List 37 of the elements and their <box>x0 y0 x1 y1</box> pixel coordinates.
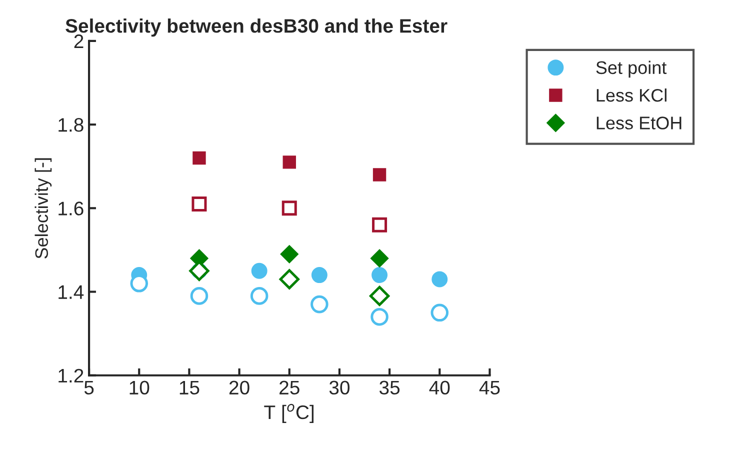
legend-label: Set point <box>596 60 667 78</box>
point <box>370 249 389 268</box>
point <box>282 200 297 216</box>
point <box>432 271 448 288</box>
point <box>192 196 207 212</box>
x-axis-title: T [$^{o}$C] <box>264 404 314 424</box>
point <box>310 295 328 314</box>
point <box>279 269 300 290</box>
point <box>192 151 206 165</box>
point <box>372 267 388 284</box>
point <box>190 287 208 305</box>
legend-label: Less KCl <box>596 88 666 102</box>
x-tick-label: 45 <box>479 380 500 395</box>
x-tick-label: 5 <box>84 380 94 395</box>
point <box>251 262 268 279</box>
point <box>372 217 388 232</box>
point <box>372 168 386 182</box>
point <box>430 304 449 322</box>
y-tick-label: 1.4 <box>58 285 84 299</box>
x-tick-label: 20 <box>229 380 250 395</box>
x-tick-label: 40 <box>429 380 450 395</box>
y-tick-label: 1.8 <box>58 118 84 132</box>
x-tick-label: 15 <box>180 380 200 395</box>
x-tick-label: 30 <box>329 380 350 395</box>
x-tick-label: 10 <box>130 380 150 395</box>
point <box>369 286 390 306</box>
x-tick-label: 35 <box>379 380 400 395</box>
legend-label: Less EtOH <box>596 116 682 130</box>
x-tick-label: 25 <box>280 380 300 395</box>
point <box>250 287 268 305</box>
point <box>280 244 299 264</box>
point <box>282 156 296 169</box>
y-tick-label: 1.2 <box>58 368 84 382</box>
y-axis-title: Selectivity [-] <box>34 158 52 259</box>
point <box>370 308 388 326</box>
point <box>311 267 328 284</box>
y-tick-label: 1.6 <box>58 202 84 216</box>
